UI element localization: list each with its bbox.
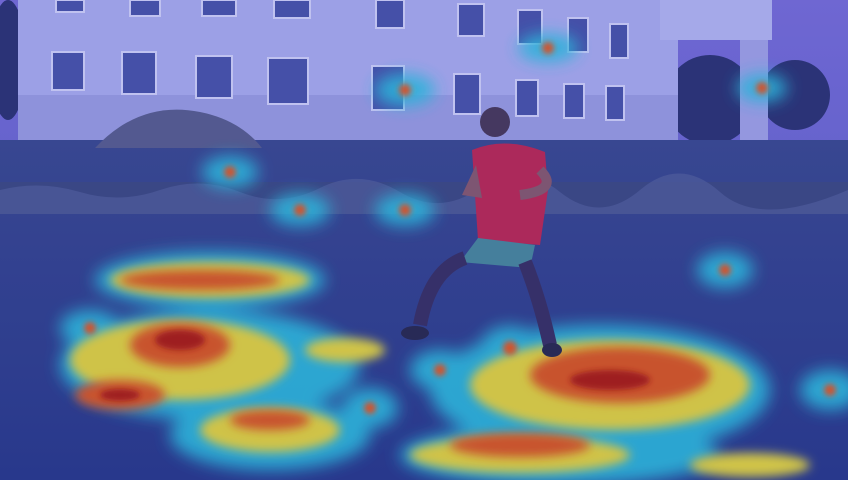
person: [401, 107, 562, 357]
dirt-pile: [95, 109, 262, 148]
heatmap: [60, 34, 848, 480]
hedge-texture: [0, 173, 848, 214]
